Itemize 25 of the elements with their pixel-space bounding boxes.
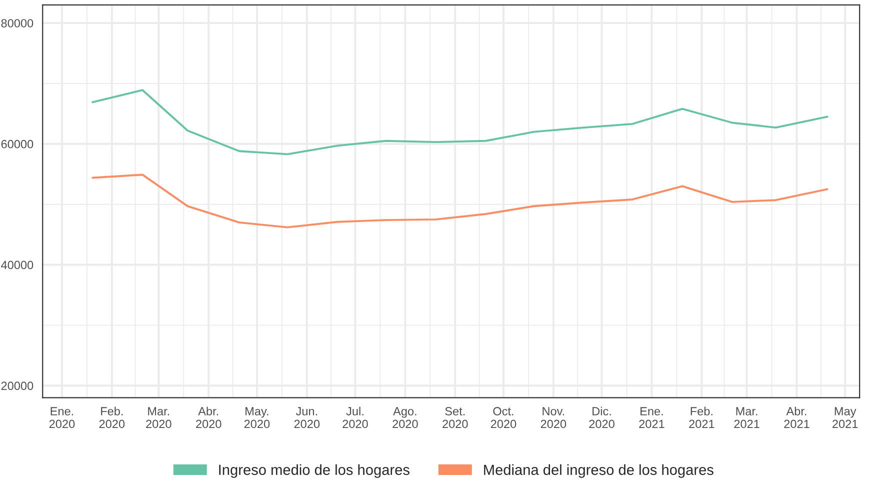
x-tick-label: Feb. 2021 bbox=[689, 406, 714, 428]
x-tick-label: Mar. 2021 bbox=[734, 407, 760, 428]
x-tick-label: Abr. 2020 bbox=[196, 406, 222, 428]
legend-label: Mediana del ingreso de los hogares bbox=[484, 464, 714, 478]
x-tick-label: Abr. 2021 bbox=[784, 406, 810, 428]
y-tick-label: 40000 bbox=[1, 260, 34, 270]
x-tick-label: Ene. 2021 bbox=[639, 407, 664, 428]
x-tick-label: Oct. 2020 bbox=[490, 407, 516, 428]
x-tick-label: Ene. 2020 bbox=[49, 407, 75, 428]
x-tick-label: Jun. 2020 bbox=[294, 407, 320, 428]
y-tick-label: 80000 bbox=[1, 19, 34, 28]
line-series bbox=[92, 174, 828, 228]
x-tick-label: May. 2020 bbox=[244, 407, 270, 428]
x-tick-label: Nov. 2020 bbox=[540, 407, 566, 428]
x-tick-label: Ago. 2020 bbox=[392, 407, 418, 428]
y-tick-label: 20000 bbox=[1, 382, 34, 390]
line-series bbox=[92, 89, 828, 156]
x-tick-label: May 2021 bbox=[832, 407, 858, 428]
x-tick-label: Jul. 2020 bbox=[342, 406, 368, 428]
x-tick-label: Set. 2020 bbox=[442, 407, 468, 428]
x-tick-label: Mar. 2020 bbox=[146, 407, 172, 428]
x-tick-label: Dic. 2020 bbox=[589, 406, 614, 428]
x-tick-label: Feb. 2020 bbox=[99, 406, 125, 428]
legend-label: Ingreso medio de los hogares bbox=[219, 464, 410, 478]
y-tick-label: 60000 bbox=[1, 140, 34, 148]
